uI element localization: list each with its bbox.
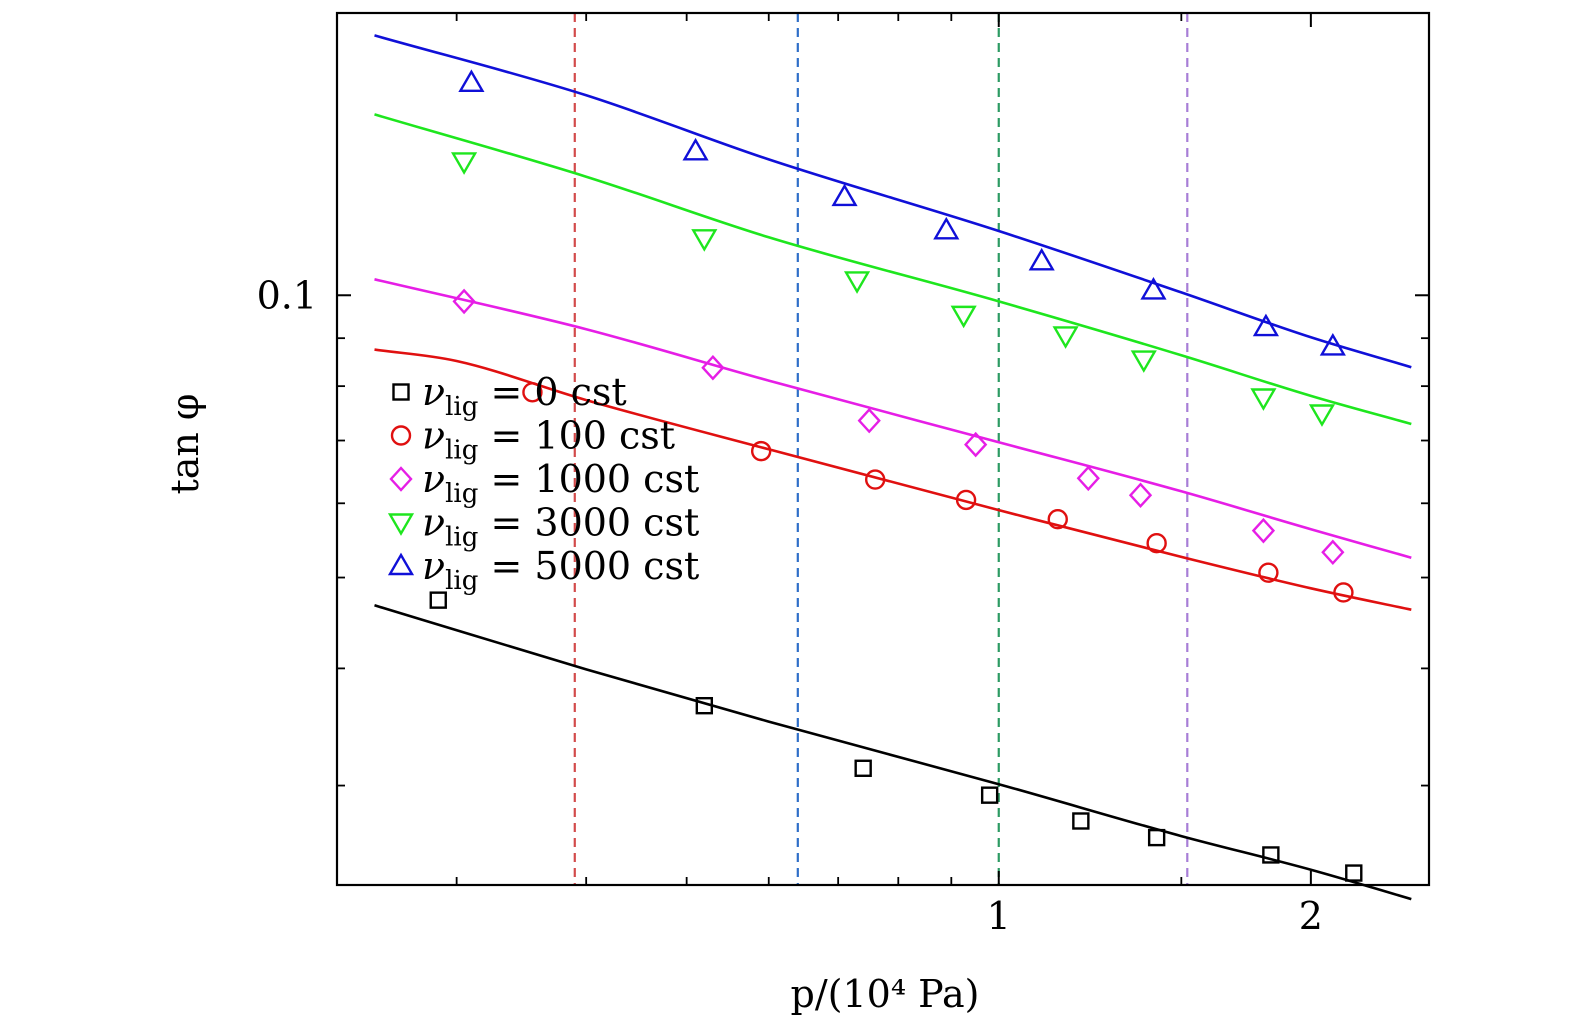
data-point-series-1-6 <box>1147 828 1166 847</box>
axis-tick-labels: 1 20.1 <box>257 273 1323 938</box>
data-point-series-4-7 <box>1250 388 1277 411</box>
data-point-series-1-5 <box>1072 812 1090 830</box>
data-point-series-4-8 <box>1308 404 1336 427</box>
data-point-series-2-7 <box>1258 562 1279 583</box>
fit-curve-series-3 <box>374 278 1412 559</box>
legend-label-1: νlig = 0 cst <box>422 370 627 422</box>
data-point-series-1-1 <box>429 591 447 609</box>
data-point-series-5-3 <box>831 183 858 207</box>
legend-marker-3 <box>389 466 413 492</box>
data-point-series-1-2 <box>695 696 714 715</box>
legend-label-5: νlig = 5000 cst <box>422 544 699 596</box>
legend-label-2: νlig = 100 cst <box>422 414 675 466</box>
x-axis-label: p/(10⁴ Pa) <box>791 972 980 1016</box>
reference-lines <box>573 13 1189 885</box>
data-point-series-3-5 <box>1076 465 1100 492</box>
data-point-series-2-3 <box>864 469 886 490</box>
data-point-series-4-2 <box>691 229 718 252</box>
fit-curve-series-1 <box>374 604 1412 901</box>
y-axis-label: tan φ <box>163 393 207 494</box>
data-point-series-3-6 <box>1128 482 1153 509</box>
legend-marker-5 <box>387 552 415 576</box>
fit-curve-series-2 <box>374 348 1412 611</box>
data-point-series-3-7 <box>1251 517 1276 544</box>
legend-entry-4: νlig = 3000 cst <box>387 501 699 553</box>
data-point-series-2-4 <box>955 489 977 511</box>
data-point-series-2-6 <box>1146 532 1167 554</box>
fit-curve-series-4 <box>374 113 1412 426</box>
data-point-series-2-8 <box>1333 582 1354 603</box>
legend-marker-1 <box>392 383 410 401</box>
legend-label-4: νlig = 3000 cst <box>422 501 699 553</box>
data-point-series-3-2 <box>701 354 725 381</box>
legend-entry-5: νlig = 5000 cst <box>387 544 699 596</box>
data-point-series-3-8 <box>1321 539 1345 566</box>
data-point-series-5-6 <box>1140 277 1167 300</box>
data-point-series-4-4 <box>950 305 977 329</box>
legend-marker-2 <box>390 425 412 446</box>
legend-marker-4 <box>387 513 415 536</box>
data-point-series-3-4 <box>964 431 988 458</box>
data-point-series-5-8 <box>1319 333 1346 356</box>
data-point-series-5-5 <box>1028 247 1055 271</box>
legend-label-3: νlig = 1000 cst <box>422 457 699 509</box>
data-point-series-2-1 <box>522 382 543 403</box>
data-point-series-3-3 <box>857 407 881 434</box>
data-point-series-3-1 <box>452 288 476 315</box>
data-point-series-5-4 <box>933 216 960 240</box>
x-tick-label-1: 1 <box>987 894 1011 938</box>
data-point-series-4-6 <box>1130 350 1157 373</box>
legend-entry-2: νlig = 100 cst <box>390 414 675 466</box>
data-point-series-4-5 <box>1052 326 1079 349</box>
data-point-series-1-3 <box>854 759 872 777</box>
data-point-series-2-5 <box>1047 509 1068 530</box>
fit-curve-series-5 <box>374 34 1412 369</box>
legend-entry-1: νlig = 0 cst <box>392 370 627 422</box>
axis-ticks <box>337 13 1429 885</box>
data-point-series-4-3 <box>843 271 871 294</box>
plot-frame <box>335 11 1431 887</box>
data-point-series-1-7 <box>1262 846 1280 864</box>
y-tick-label-1: 0.1 <box>257 273 317 317</box>
data-point-series-1-8 <box>1345 864 1363 882</box>
fit-curves <box>374 34 1412 901</box>
data-point-series-5-1 <box>458 69 485 92</box>
legend-entry-3: νlig = 1000 cst <box>389 457 699 509</box>
data-point-series-5-2 <box>682 137 709 161</box>
data-point-series-5-7 <box>1252 313 1279 337</box>
data-point-series-4-1 <box>451 152 478 175</box>
x-tick-label-2: 2 <box>1299 894 1323 938</box>
data-point-series-2-2 <box>750 440 772 462</box>
data-point-series-1-4 <box>980 786 999 804</box>
data-points <box>429 69 1363 882</box>
